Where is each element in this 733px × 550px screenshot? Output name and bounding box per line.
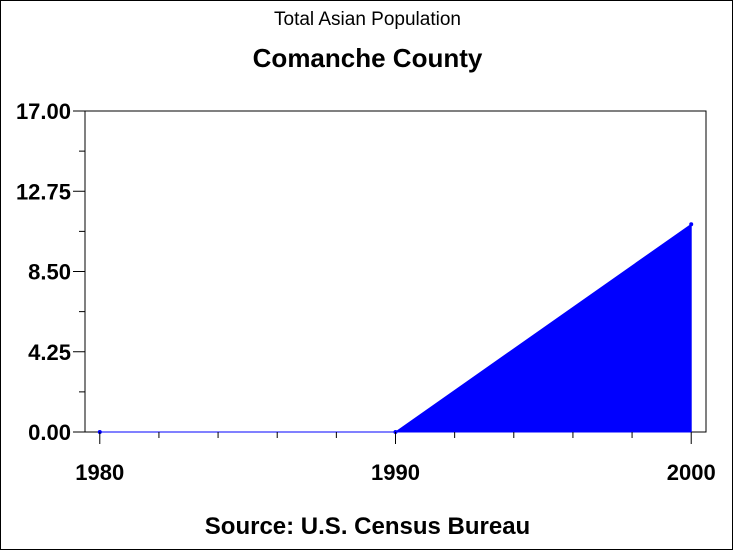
chart-subtitle: Total Asian Population [274, 9, 461, 30]
y-tick-label: 12.75 [16, 179, 71, 204]
y-tick-label: 0.00 [28, 420, 71, 445]
y-tick-label: 17.00 [16, 99, 71, 124]
y-tick-label: 8.50 [28, 260, 71, 285]
y-tick-label: 4.25 [28, 340, 71, 365]
chart-footnote: Source: U.S. Census Bureau [204, 513, 531, 540]
chart-title: Comanche County [252, 43, 483, 73]
data-point [689, 222, 694, 227]
x-tick-label: 2000 [667, 460, 716, 485]
area-segment [393, 223, 692, 433]
x-tick-label: 1990 [371, 460, 420, 485]
x-tick-label: 1980 [75, 460, 124, 485]
